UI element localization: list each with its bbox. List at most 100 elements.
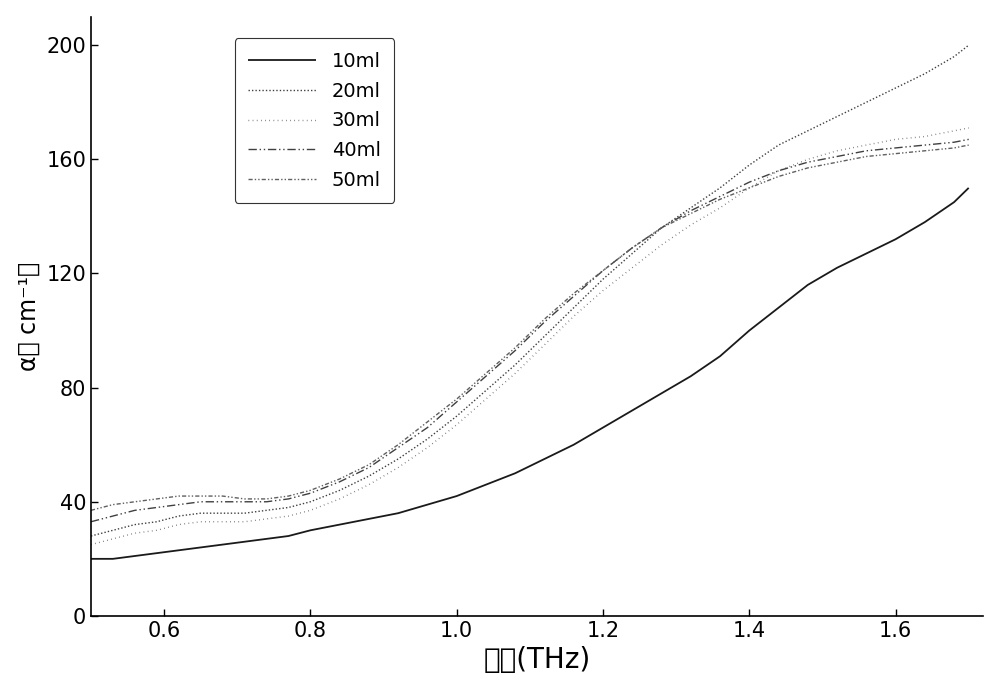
30ml (860, 141, 872, 149)
20ml (304, 498, 316, 506)
30ml (304, 507, 316, 515)
20ml (282, 503, 294, 511)
40ml (451, 398, 463, 406)
40ml (685, 207, 697, 215)
50ml (239, 495, 251, 503)
10ml (890, 235, 902, 243)
10ml (538, 455, 550, 463)
40ml (860, 146, 872, 155)
50ml (334, 475, 346, 483)
30ml (655, 240, 667, 249)
40ml (173, 500, 185, 509)
30ml (334, 495, 346, 503)
30ml (195, 518, 207, 526)
20ml (261, 507, 273, 515)
20ml (151, 518, 163, 526)
50ml (85, 507, 97, 515)
Y-axis label: α（ cm⁻¹）: α（ cm⁻¹） (17, 262, 41, 371)
20ml (392, 455, 404, 463)
40ml (655, 224, 667, 232)
10ml (195, 543, 207, 551)
20ml (626, 249, 638, 258)
30ml (107, 535, 119, 543)
20ml (334, 486, 346, 495)
30ml (451, 421, 463, 429)
20ml (860, 98, 872, 106)
20ml (568, 303, 580, 312)
30ml (685, 221, 697, 229)
40ml (107, 512, 119, 520)
30ml (151, 526, 163, 534)
20ml (773, 141, 785, 149)
30ml (392, 464, 404, 472)
50ml (107, 500, 119, 509)
10ml (304, 526, 316, 534)
Line: 30ml: 30ml (91, 128, 969, 545)
20ml (919, 70, 931, 78)
30ml (743, 184, 755, 192)
10ml (568, 441, 580, 449)
10ml (860, 249, 872, 258)
40ml (831, 152, 843, 160)
Line: 40ml: 40ml (91, 140, 969, 522)
10ml (743, 326, 755, 334)
10ml (480, 480, 492, 489)
30ml (421, 444, 433, 452)
40ml (282, 495, 294, 503)
10ml (85, 555, 97, 563)
50ml (655, 224, 667, 232)
Line: 50ml: 50ml (91, 145, 969, 511)
50ml (217, 492, 229, 500)
20ml (363, 472, 375, 480)
40ml (743, 178, 755, 187)
10ml (282, 532, 294, 540)
50ml (860, 152, 872, 160)
50ml (714, 195, 726, 203)
10ml (626, 406, 638, 415)
10ml (831, 264, 843, 272)
40ml (890, 144, 902, 152)
10ml (107, 555, 119, 563)
50ml (282, 492, 294, 500)
10ml (217, 540, 229, 549)
40ml (919, 141, 931, 149)
10ml (363, 515, 375, 523)
10ml (151, 549, 163, 557)
20ml (714, 184, 726, 192)
30ml (919, 133, 931, 141)
50ml (392, 441, 404, 449)
20ml (173, 512, 185, 520)
Line: 20ml: 20ml (91, 45, 969, 536)
20ml (963, 41, 975, 49)
50ml (173, 492, 185, 500)
10ml (919, 218, 931, 226)
50ml (963, 141, 975, 149)
40ml (421, 424, 433, 432)
30ml (597, 287, 609, 295)
20ml (421, 435, 433, 443)
20ml (948, 53, 960, 61)
10ml (261, 535, 273, 543)
20ml (480, 386, 492, 395)
40ml (195, 498, 207, 506)
30ml (261, 515, 273, 523)
40ml (802, 158, 814, 167)
20ml (107, 526, 119, 534)
50ml (890, 149, 902, 158)
10ml (714, 352, 726, 361)
30ml (480, 395, 492, 403)
10ml (963, 184, 975, 192)
40ml (480, 372, 492, 380)
10ml (597, 424, 609, 432)
10ml (239, 538, 251, 546)
30ml (626, 264, 638, 272)
30ml (217, 518, 229, 526)
50ml (195, 492, 207, 500)
10ml (421, 500, 433, 509)
20ml (451, 412, 463, 420)
10ml (509, 469, 521, 477)
10ml (802, 281, 814, 289)
30ml (773, 167, 785, 175)
50ml (568, 290, 580, 298)
40ml (963, 135, 975, 144)
